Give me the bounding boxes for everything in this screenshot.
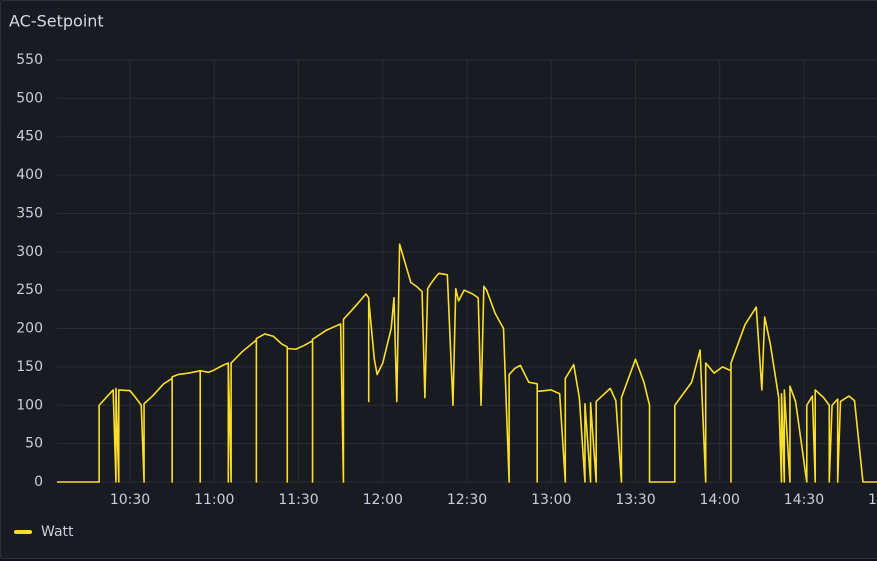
x-tick-label: 14:00 bbox=[700, 492, 740, 508]
y-tick-label: 500 bbox=[16, 90, 43, 106]
y-tick-label: 400 bbox=[16, 167, 43, 183]
legend-swatch bbox=[14, 530, 32, 534]
x-tick-label: 11:00 bbox=[194, 492, 234, 508]
x-tick-label: 15:00 bbox=[868, 492, 877, 508]
y-tick-label: 300 bbox=[16, 244, 43, 260]
y-tick-label: 550 bbox=[16, 52, 43, 68]
x-tick-label: 11:30 bbox=[278, 492, 318, 508]
legend-label: Watt bbox=[41, 524, 74, 540]
y-tick-label: 150 bbox=[16, 359, 43, 375]
y-tick-label: 350 bbox=[16, 205, 43, 221]
y-tick-label: 450 bbox=[16, 129, 43, 145]
data-line bbox=[57, 243, 877, 483]
y-tick-label: 50 bbox=[25, 436, 43, 452]
x-tick-label: 13:00 bbox=[531, 492, 571, 508]
y-tick-label: 250 bbox=[16, 282, 43, 298]
y-tick-label: 0 bbox=[34, 474, 43, 490]
x-tick-label: 12:00 bbox=[363, 492, 403, 508]
x-tick-label: 12:30 bbox=[447, 492, 487, 508]
x-tick-label: 13:30 bbox=[615, 492, 655, 508]
y-tick-label: 200 bbox=[16, 321, 43, 337]
panel-title: AC-Setpoint bbox=[9, 12, 104, 31]
y-tick-label: 100 bbox=[16, 397, 43, 413]
x-tick-label: 10:30 bbox=[110, 492, 150, 508]
x-tick-label: 14:30 bbox=[784, 492, 824, 508]
